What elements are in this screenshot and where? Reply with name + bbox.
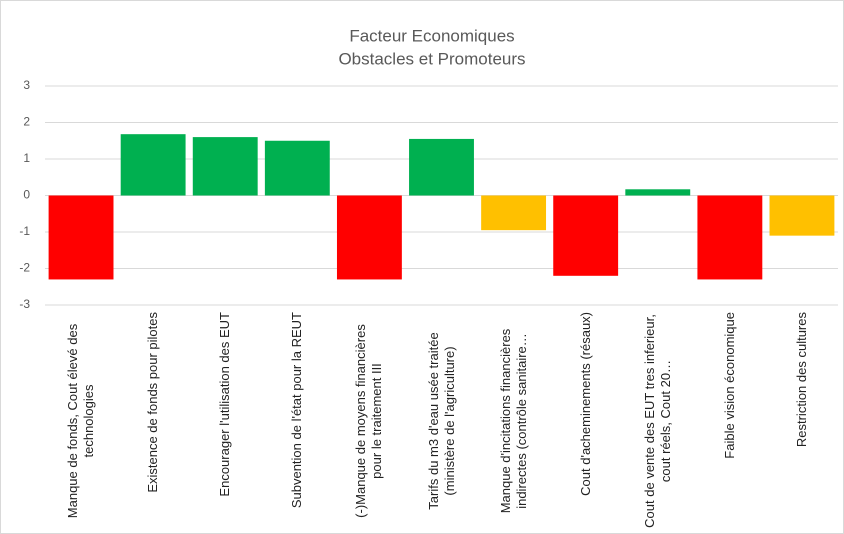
bar [697, 195, 763, 280]
y-tick-label: 1 [23, 151, 30, 165]
x-tick-text: Faible vision économique [721, 312, 737, 459]
x-tick-label: Subvention de l'état pour la REUT [261, 312, 333, 530]
bar [769, 195, 835, 236]
y-tick-label: 0 [23, 188, 30, 202]
chart-title: Facteur Economiques [349, 26, 514, 45]
x-tick-text: (-)Manque de moyens financières pour le … [353, 324, 385, 518]
x-tick-text: Cout de vente des EUT tres inferieur, co… [641, 314, 673, 528]
x-tick-text: Tarifs du m3 d'eau usée traitée (ministè… [425, 332, 457, 510]
bar [192, 137, 258, 196]
x-tick-label: Manque de fonds, Cout élevé des technolo… [45, 312, 117, 530]
x-tick-text: Manque de fonds, Cout élevé des technolo… [64, 323, 97, 519]
bar [120, 134, 186, 196]
x-tick-text: Restriction des cultures [793, 312, 809, 448]
x-tick-label: Tarifs du m3 d'eau usée traitée (ministè… [406, 312, 478, 530]
bar [336, 195, 402, 280]
x-tick-label: Cout de vente des EUT tres inferieur, co… [622, 312, 694, 530]
y-tick-label: -2 [19, 261, 30, 275]
x-tick-label: Cout d'acheminements (résaux) [550, 312, 622, 530]
y-tick-label: 3 [23, 78, 30, 92]
bar [625, 189, 691, 196]
bar [553, 195, 619, 276]
x-tick-label: Encourager l'utilisation des EUT [189, 312, 261, 530]
bar [48, 195, 114, 280]
y-tick-label: 2 [23, 115, 30, 129]
x-tick-label: Faible vision économique [694, 312, 766, 530]
x-tick-label: Restriction des cultures [766, 312, 838, 530]
x-tick-text: Existence de fonds pour pilotes [145, 312, 160, 493]
chart-subtitle: Obstacles et Promoteurs [338, 49, 525, 68]
x-tick-text: Cout d'acheminements (résaux) [577, 312, 593, 496]
bar [264, 140, 330, 196]
x-tick-text: Encourager l'utilisation des EUT [217, 312, 233, 497]
x-tick-text: Subvention de l'état pour la REUT [289, 312, 305, 509]
x-tick-text: Manque d'incitations financières indirec… [497, 328, 529, 514]
y-tick-label: -3 [19, 297, 30, 311]
y-tick-label: -1 [19, 224, 30, 238]
bar [481, 195, 547, 231]
bar [409, 138, 474, 196]
x-tick-label: Manque d'incitations financières indirec… [478, 312, 550, 530]
x-tick-label: Existence de fonds pour pilotes [117, 312, 189, 530]
x-tick-label: (-)Manque de moyens financières pour le … [333, 312, 405, 530]
